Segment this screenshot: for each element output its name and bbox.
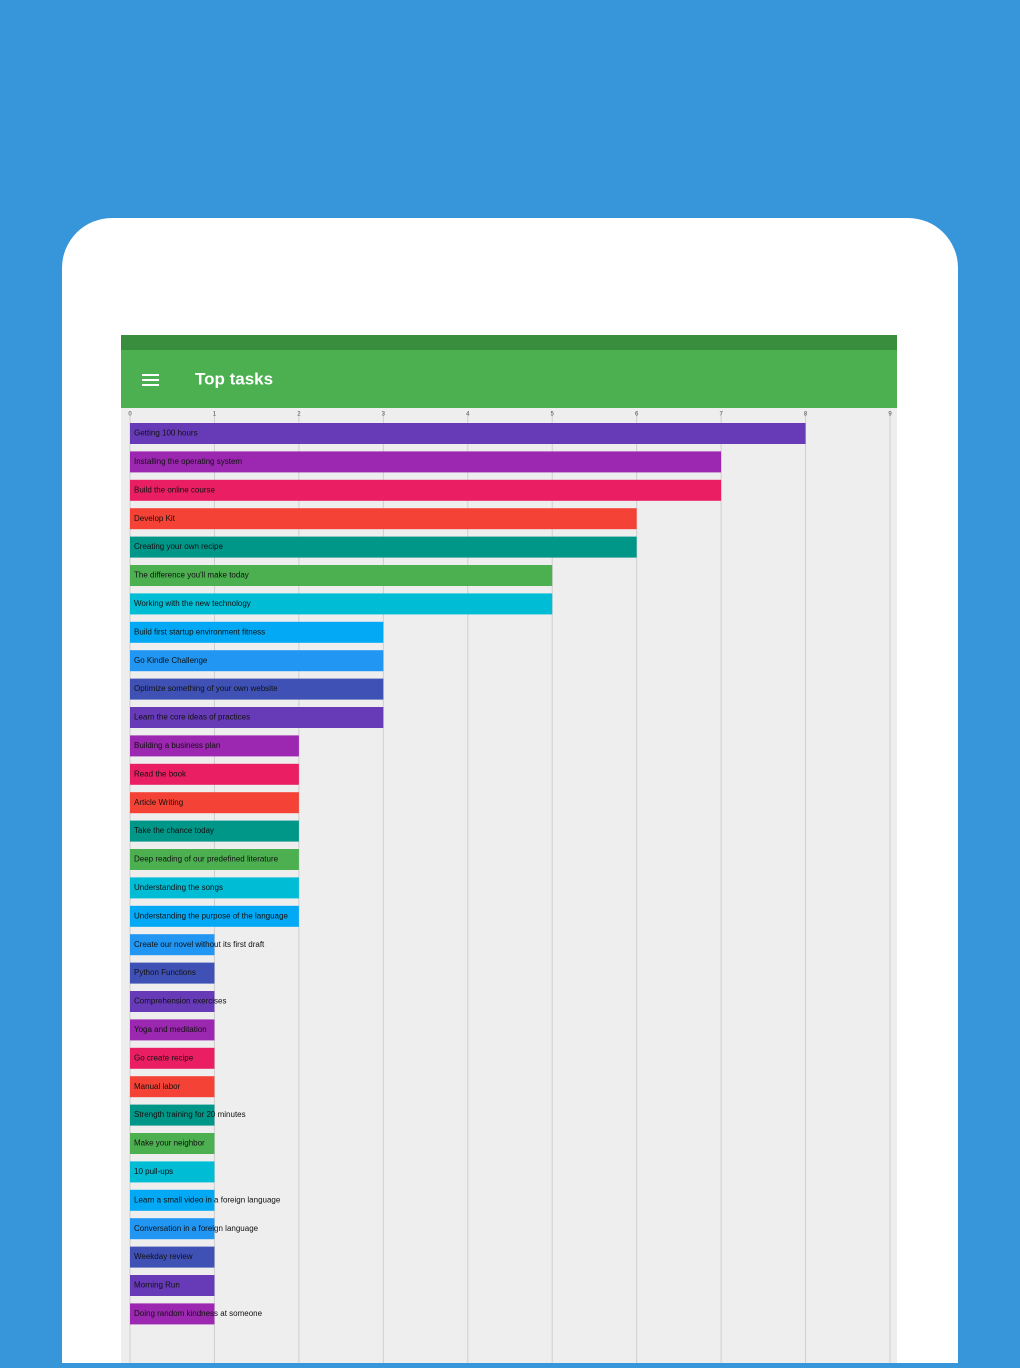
bar	[130, 1076, 215, 1098]
bar-label: Doing random kindness at someone	[134, 1309, 263, 1318]
bar	[130, 962, 215, 984]
x-tick-label: 0	[128, 412, 132, 418]
x-tick-label: 8	[804, 412, 808, 418]
x-tick-label: 2	[297, 412, 301, 418]
bar-label: Go Kindle Challenge	[134, 656, 208, 665]
bar	[130, 763, 299, 785]
x-tick-label: 5	[551, 412, 555, 418]
bar-label: Creating your own recipe	[134, 542, 223, 551]
bar-label: The difference you'll make today	[134, 571, 249, 580]
bar-label: Morning Run	[134, 1281, 180, 1290]
bar-label: Understanding the purpose of the languag…	[134, 911, 288, 920]
bar	[130, 905, 299, 927]
bar-label: Go create recipe	[134, 1053, 194, 1062]
bar-label: Develop Kit	[134, 514, 176, 523]
bar	[130, 1246, 215, 1268]
bar-label: Make your neighbor	[134, 1139, 205, 1148]
bar	[130, 849, 299, 870]
bar-label: Deep reading of our predefined literatur…	[134, 855, 279, 864]
x-tick-label: 6	[635, 412, 639, 418]
bar-label: Create our novel without its first draft	[134, 940, 265, 949]
bar	[130, 593, 553, 615]
bar	[130, 934, 215, 956]
bar-label: Build first startup environment fitness	[134, 627, 265, 636]
bar	[130, 1218, 215, 1240]
bar-label: Manual labor	[134, 1082, 181, 1091]
bar	[130, 991, 215, 1012]
x-tick-label: 9	[888, 412, 892, 418]
bar	[130, 877, 299, 899]
bar	[130, 621, 384, 643]
bar	[130, 1104, 215, 1126]
bar	[130, 1303, 215, 1325]
bar-label: Strength training for 20 minutes	[134, 1110, 246, 1119]
bar	[130, 735, 299, 757]
menu-button[interactable]	[142, 374, 159, 386]
bar	[130, 792, 299, 814]
bar	[130, 1047, 215, 1069]
bar	[130, 1275, 215, 1296]
bar-label: Learn a small video in a foreign languag…	[134, 1195, 281, 1204]
bar-label: 10 pull-ups	[134, 1167, 173, 1176]
bar	[130, 1019, 215, 1041]
x-tick-label: 4	[466, 412, 470, 418]
bar-label: Getting 100 hours	[134, 429, 198, 438]
toolbar-title: Top tasks	[195, 369, 273, 388]
bar-label: Comprehension exercises	[134, 997, 227, 1006]
bar	[130, 650, 384, 672]
bar	[130, 1189, 215, 1211]
x-tick-label: 7	[719, 412, 723, 418]
bar-label: Weekday review	[134, 1252, 193, 1261]
bar-label: Build the online course	[134, 485, 215, 494]
toolbar	[121, 350, 897, 408]
chart: 0 1 2 3 4 5 6 7 8 9 Getting 100 hours Installing th…	[128, 412, 892, 1363]
bar	[130, 820, 299, 842]
bar	[130, 707, 384, 728]
bar	[130, 1133, 215, 1154]
status-bar	[121, 335, 897, 350]
bar-label: Building a business plan	[134, 741, 220, 750]
bar-label: Take the chance today	[134, 826, 214, 835]
x-tick-label: 1	[213, 412, 217, 418]
bar	[130, 451, 722, 473]
bar-label: Python Functions	[134, 968, 196, 977]
bar	[130, 423, 806, 444]
bar-label: Optimize something of your own website	[134, 684, 278, 693]
bar	[130, 1161, 215, 1183]
bar	[130, 536, 637, 558]
x-tick-label: 3	[382, 412, 386, 418]
bar	[130, 678, 384, 700]
bar-label: Working with the new technology	[134, 599, 251, 608]
bar-label: Yoga and meditation	[134, 1025, 207, 1034]
bar-label: Understanding the songs	[134, 883, 223, 892]
bar	[130, 565, 553, 586]
bar-label: Conversation in a foreign language	[134, 1224, 259, 1233]
bar	[130, 479, 722, 501]
bar-label: Learn the core ideas of practices	[134, 713, 250, 722]
bar-label: Installing the operating system	[134, 457, 242, 466]
bar-label: Read the book	[134, 769, 187, 778]
bar	[130, 508, 637, 530]
bar-label: Article Writing	[134, 798, 183, 807]
